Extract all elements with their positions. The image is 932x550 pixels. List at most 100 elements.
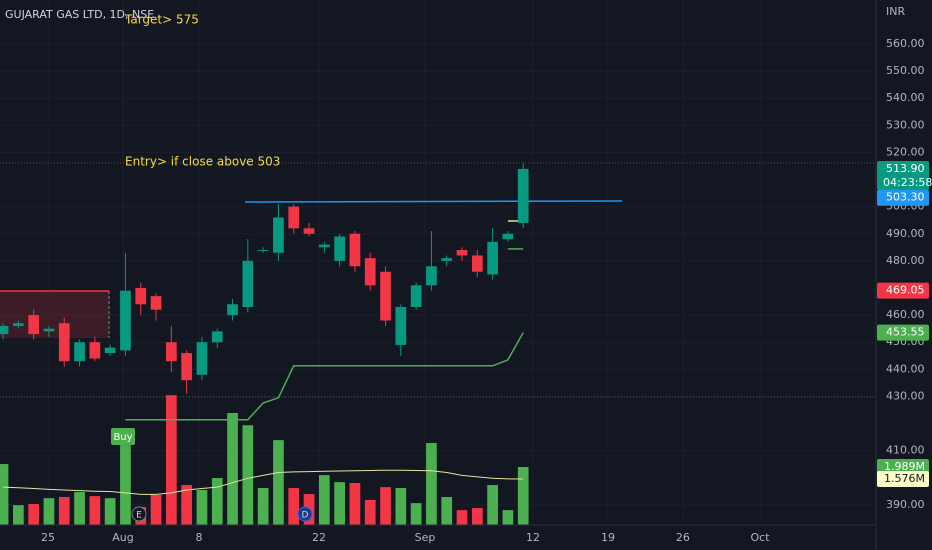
chart-title: GUJARAT GAS LTD, 1D, NSE (5, 8, 154, 21)
x-tick-label: Sep (415, 531, 436, 544)
candle-body (74, 342, 85, 362)
volume-bar (227, 413, 238, 525)
candle-body (410, 285, 422, 307)
y-tick-label: 460.00 (886, 308, 925, 321)
price-tag (877, 324, 929, 341)
y-tick-label: 480.00 (886, 254, 925, 267)
buy-label: Buy (113, 432, 132, 443)
volume-bar (380, 487, 391, 525)
candle-body (502, 233, 514, 240)
volume-bar (273, 440, 284, 525)
x-tick-label: 26 (676, 531, 690, 544)
candle-body (58, 323, 70, 362)
volume-ma-line (3, 469, 524, 495)
currency: INR (886, 5, 905, 18)
volume-bar (426, 443, 437, 525)
entry-note: Entry> if close above 503 (125, 155, 280, 169)
x-tick-label: 22 (312, 531, 326, 544)
volume-bar (410, 503, 422, 525)
price-tag-label: 513.90 (886, 162, 925, 175)
x-tick-label: 12 (526, 531, 540, 544)
event-e: E (131, 506, 147, 522)
x-tick-label: 25 (41, 531, 55, 544)
candle-body (426, 266, 437, 286)
y-tick-label: 530.00 (886, 118, 925, 131)
y-tick-label: 540.00 (886, 91, 925, 104)
candle-body (0, 325, 9, 335)
volume-bar (364, 499, 376, 525)
volume-bar (43, 498, 55, 525)
candle-body (303, 228, 315, 234)
volume-bar (211, 478, 223, 525)
candle-body (273, 217, 284, 253)
candle-body (28, 315, 40, 335)
volume-bar (74, 492, 85, 525)
target-note: Target> 575 (124, 13, 199, 27)
candle-body (242, 260, 254, 307)
indicator-line (125, 332, 524, 421)
zone-box (0, 291, 109, 338)
candle-body (517, 168, 529, 223)
volume-bar (395, 487, 407, 525)
event-label: E (136, 511, 142, 521)
candle-body (196, 342, 208, 375)
candle-body (288, 206, 300, 229)
candle-body (211, 331, 223, 343)
candle-body (441, 258, 453, 261)
volume-bar (120, 445, 131, 525)
volume-tag-label: 1.989M (884, 460, 925, 473)
volume-bar (349, 483, 361, 525)
candle-body (349, 233, 361, 267)
y-tick-label: 490.00 (886, 227, 925, 240)
volume-bar (487, 485, 498, 525)
candle-body (487, 241, 498, 275)
price-tag (877, 160, 929, 190)
candle-body (380, 271, 391, 321)
y-tick-label: 430.00 (886, 389, 925, 402)
volume-bar (104, 498, 116, 525)
buy-badge (111, 428, 135, 445)
candle-body (120, 290, 131, 351)
event-icon (297, 506, 313, 522)
y-tick-label: 390.00 (886, 498, 925, 511)
candle-body (13, 323, 24, 326)
candle-body (364, 258, 376, 286)
volume-bar (0, 464, 9, 525)
y-tick-label: 520.00 (886, 145, 925, 158)
volume-bar (318, 475, 330, 525)
y-tick-label: 560.00 (886, 37, 925, 50)
countdown: 04:23:58 (883, 176, 932, 189)
volume-layer (0, 395, 529, 525)
candle-body (104, 347, 116, 354)
price-tag-label: 469.05 (886, 284, 925, 297)
volume-bar (334, 482, 345, 525)
volume-bar (242, 425, 254, 525)
grid (0, 0, 876, 525)
x-tick-label: 19 (601, 531, 615, 544)
candle-layer (0, 163, 529, 394)
y-tick-label: 410.00 (886, 444, 925, 457)
x-tick-label: Aug (112, 531, 133, 544)
volume-bar (196, 490, 208, 525)
price-tag-label: 503.30 (886, 191, 925, 204)
volume-bar (517, 466, 529, 525)
resistance-line (244, 200, 623, 203)
volume-bar (456, 510, 468, 525)
volume-tag (877, 471, 929, 488)
volume-bar (502, 510, 514, 525)
volume-bar (13, 505, 24, 525)
volume-bar (288, 487, 300, 525)
buy-signal: Buy (111, 428, 135, 445)
candle-body (334, 236, 345, 261)
volume-bar (165, 395, 177, 525)
candle-body (471, 255, 483, 272)
candle-body (43, 328, 55, 332)
volume-bar (257, 487, 269, 525)
volume-bar (89, 496, 101, 525)
y-tick-label: 440.00 (886, 362, 925, 375)
price-tag (877, 189, 929, 206)
volume-bar (58, 497, 70, 525)
candle-body (135, 287, 147, 305)
